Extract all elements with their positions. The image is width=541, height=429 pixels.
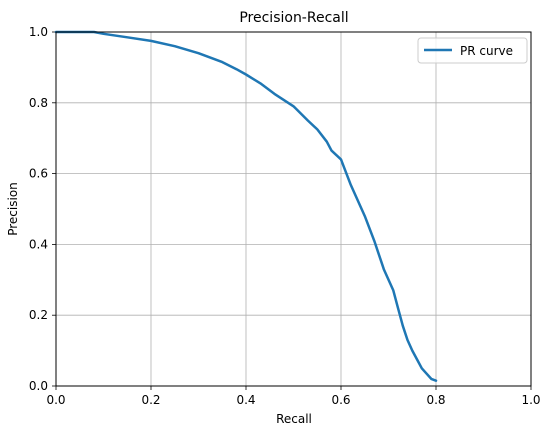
x-tick-label: 0.4 bbox=[236, 393, 255, 407]
y-tick-label: 0.0 bbox=[29, 379, 48, 393]
y-axis-label: Precision bbox=[6, 182, 20, 236]
y-tick-label: 0.8 bbox=[29, 96, 48, 110]
chart-title: Precision-Recall bbox=[239, 10, 348, 26]
x-axis-label: Recall bbox=[276, 412, 312, 426]
x-tick-label: 1.0 bbox=[521, 393, 540, 407]
legend-label: PR curve bbox=[460, 44, 513, 58]
legend-box bbox=[417, 37, 528, 64]
axes-frame bbox=[55, 31, 532, 387]
y-tick-label: 0.2 bbox=[29, 308, 48, 322]
x-tick-label: 0.6 bbox=[331, 393, 350, 407]
legend: PR curve bbox=[417, 37, 528, 64]
series-line-pr-curve bbox=[54, 30, 438, 382]
x-tick-label: 0.0 bbox=[46, 393, 65, 407]
y-tick-label: 1.0 bbox=[29, 25, 48, 39]
x-tick-label: 0.2 bbox=[141, 393, 160, 407]
y-tick-label: 0.6 bbox=[29, 167, 48, 181]
plot-area bbox=[54, 30, 438, 382]
y-tick-label: 0.4 bbox=[29, 237, 48, 251]
ticks: 0.0 0.2 0.4 0.6 0.8 1.0 0.0 0.2 0.4 0.6 0.8 1.0 bbox=[29, 25, 541, 407]
x-tick-label: 0.8 bbox=[426, 393, 445, 407]
